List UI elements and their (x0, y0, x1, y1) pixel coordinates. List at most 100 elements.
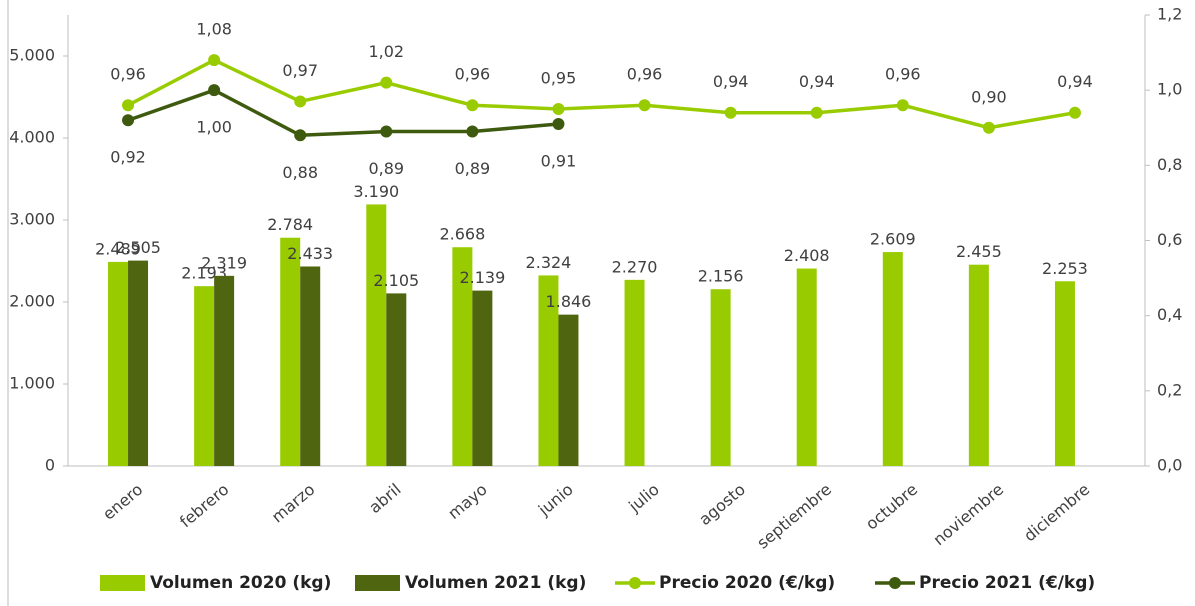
legend-swatch (355, 575, 400, 591)
bar (710, 289, 731, 466)
y-tick-label: 4.000 (9, 128, 55, 147)
bar-label: 2.784 (267, 215, 313, 234)
bar (300, 266, 321, 466)
point-label: 0,96 (110, 65, 146, 84)
x-tick-label: agosto (695, 480, 749, 529)
legend-label: Volumen 2021 (kg) (405, 573, 586, 593)
point-label: 0,92 (110, 148, 146, 167)
point-label: 0,97 (282, 61, 318, 80)
legend-swatch (889, 577, 901, 589)
bar-label: 2.433 (287, 244, 333, 263)
point-label: 0,89 (368, 159, 404, 178)
bar (108, 261, 129, 466)
bar (214, 275, 235, 466)
bar-label: 2.408 (784, 246, 830, 265)
line (127, 88, 559, 138)
x-tick-label: mayo (444, 480, 490, 523)
legend-swatch (629, 577, 641, 589)
point-label: 0,94 (1057, 72, 1093, 91)
y2-tick-label: 0,8 (1157, 155, 1182, 174)
bar-label: 2.156 (698, 267, 744, 286)
bar (194, 286, 215, 466)
point-label: 0,88 (282, 163, 318, 182)
x-tick-label: julio (624, 480, 662, 517)
line-point (896, 99, 909, 112)
point-label: 0,94 (713, 72, 749, 91)
bar-label: 2.270 (612, 257, 658, 276)
point-label: 1,08 (196, 20, 232, 39)
point-label: 0,90 (971, 87, 1007, 106)
bar-label: 2.455 (956, 242, 1002, 261)
point-label: 0,95 (541, 68, 577, 87)
line-point (294, 129, 307, 142)
point-label: 0,89 (455, 159, 491, 178)
legend-swatch (100, 575, 145, 591)
x-tick-label: diciembre (1020, 480, 1093, 546)
line (127, 58, 1076, 130)
line-point (638, 99, 651, 112)
bar-label: 2.253 (1042, 259, 1088, 278)
bar-label: 2.609 (870, 230, 916, 249)
line-point (208, 54, 221, 67)
bar-label: 2.324 (526, 253, 572, 272)
line-point (208, 84, 221, 97)
line-point (810, 106, 823, 119)
bar-label: 3.190 (353, 182, 399, 201)
y2-tick-label: 0,4 (1157, 305, 1182, 324)
x-tick-label: septiembre (753, 480, 835, 553)
bar (1054, 281, 1075, 466)
x-tick-label: octubre (862, 480, 921, 534)
line-point (982, 121, 995, 134)
line-point (122, 114, 135, 127)
y-tick-label: 2.000 (9, 292, 55, 311)
bar (558, 314, 579, 466)
point-label: 0,96 (455, 65, 491, 84)
line-point (294, 95, 307, 108)
bar (452, 247, 473, 466)
x-tick-label: junio (534, 480, 577, 520)
bar-label: 2.489 (95, 239, 141, 258)
bar-label: 1.846 (546, 292, 592, 311)
line-point (466, 125, 479, 138)
x-tick-label: marzo (268, 480, 319, 527)
bar (472, 290, 493, 466)
bar (386, 293, 407, 466)
y2-tick-label: 0,2 (1157, 380, 1182, 399)
legend-label: Precio 2020 (€/kg) (659, 573, 835, 593)
y2-tick-label: 1,2 (1157, 5, 1182, 24)
y-tick-label: 0 (45, 456, 55, 475)
y-tick-label: 5.000 (9, 46, 55, 65)
bar (968, 264, 989, 466)
line-point (552, 117, 565, 130)
x-tick-label: enero (99, 480, 146, 524)
line-point (724, 106, 737, 119)
bar-label: 2.505 (115, 238, 161, 257)
bar (538, 275, 559, 466)
y-tick-label: 1.000 (9, 374, 55, 393)
bar-label: 2.139 (459, 268, 505, 287)
y2-tick-label: 0,6 (1157, 230, 1182, 249)
point-label: 0,91 (541, 151, 577, 170)
point-label: 0,96 (627, 65, 663, 84)
bar (624, 279, 645, 466)
bar (128, 260, 149, 466)
y2-tick-label: 0,0 (1157, 456, 1182, 475)
bar-label: 2.105 (373, 271, 419, 290)
line-point (122, 99, 135, 112)
line-point (380, 76, 393, 89)
line-point (552, 102, 565, 115)
legend-label: Precio 2021 (€/kg) (919, 573, 1095, 593)
y2-tick-label: 1,0 (1157, 80, 1182, 99)
legend-label: Volumen 2020 (kg) (150, 573, 331, 593)
line-point (466, 99, 479, 112)
bar (796, 268, 817, 466)
bar-label: 2.668 (439, 225, 485, 244)
point-label: 0,94 (799, 72, 835, 91)
x-tick-label: noviembre (929, 480, 1007, 550)
line-point (1068, 106, 1081, 119)
bar (882, 252, 903, 466)
point-label: 1,02 (368, 42, 404, 61)
x-tick-label: abril (365, 480, 404, 517)
x-tick-label: febrero (176, 480, 232, 532)
